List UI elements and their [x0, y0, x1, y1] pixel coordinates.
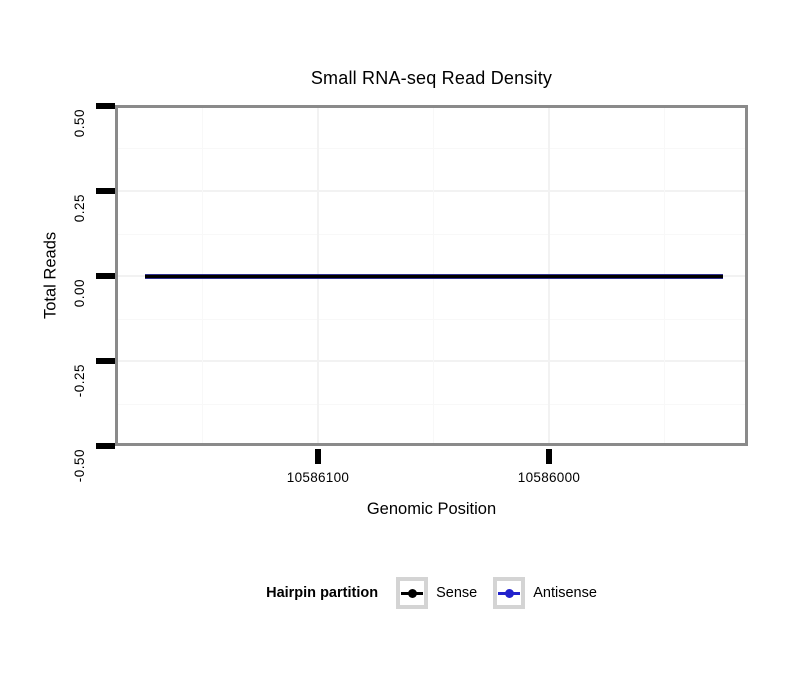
- legend-key-antisense: [493, 577, 526, 609]
- gridline-major-horizontal: [118, 360, 745, 362]
- y-tick-mark: [96, 358, 115, 364]
- sense-series-line: [145, 275, 723, 278]
- antisense-series-line: [145, 274, 723, 279]
- plot-panel: [115, 105, 748, 446]
- y-tick-mark: [96, 188, 115, 194]
- legend: Hairpin partition Sense Antisense: [115, 574, 748, 612]
- sense-point-icon: [407, 588, 417, 598]
- gridline-minor-horizontal: [118, 234, 745, 235]
- legend-title: Hairpin partition: [266, 585, 379, 601]
- legend-label-sense: Sense: [436, 585, 478, 601]
- x-tick-label: 10586000: [517, 470, 581, 485]
- x-tick-mark: [315, 449, 321, 464]
- legend-label-antisense: Antisense: [533, 585, 597, 601]
- y-tick-mark: [96, 443, 115, 449]
- plot-title: Small RNA-seq Read Density: [310, 68, 553, 88]
- y-axis-title: Total Reads: [41, 231, 60, 320]
- y-tick-label: -0.50: [72, 449, 87, 483]
- gridline-minor-horizontal: [118, 148, 745, 149]
- x-tick-label: 10586100: [286, 470, 350, 485]
- antisense-point-icon: [504, 588, 514, 598]
- x-tick-mark: [546, 449, 552, 464]
- y-tick-label: 0.50: [72, 109, 87, 138]
- legend-key-sense: [396, 577, 429, 609]
- gridline-minor-horizontal: [118, 319, 745, 320]
- y-tick-label: 0.00: [72, 279, 87, 308]
- y-tick-mark: [96, 273, 115, 279]
- gridline-major-horizontal: [118, 190, 745, 192]
- x-axis-title: Genomic Position: [366, 500, 497, 518]
- y-tick-mark: [96, 103, 115, 109]
- y-tick-label: -0.25: [72, 364, 87, 398]
- y-tick-label: 0.25: [72, 194, 87, 223]
- gridline-minor-horizontal: [118, 404, 745, 405]
- pointrange-icon: [401, 582, 424, 604]
- pointrange-icon: [498, 582, 521, 604]
